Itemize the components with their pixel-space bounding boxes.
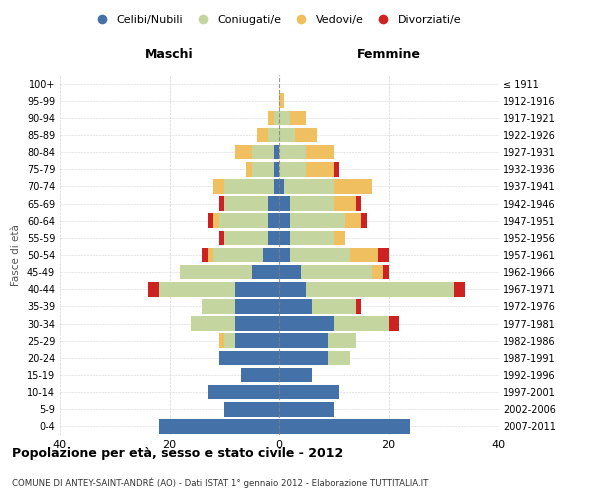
Bar <box>361 214 367 228</box>
Bar <box>279 350 328 365</box>
Bar <box>219 230 224 245</box>
Bar <box>219 334 224 348</box>
Bar <box>224 230 268 245</box>
Bar <box>290 196 334 211</box>
Bar <box>268 110 274 125</box>
Bar <box>334 196 356 211</box>
Bar <box>158 282 235 296</box>
Bar <box>224 179 274 194</box>
Bar <box>377 248 389 262</box>
Bar <box>279 419 410 434</box>
Bar <box>334 179 372 194</box>
Bar <box>274 179 279 194</box>
Bar <box>235 334 279 348</box>
Bar <box>235 316 279 331</box>
Bar <box>208 385 279 400</box>
Bar <box>214 214 219 228</box>
Bar <box>202 248 208 262</box>
Bar <box>279 282 307 296</box>
Bar <box>268 196 279 211</box>
Bar <box>219 196 224 211</box>
Bar <box>290 230 334 245</box>
Bar <box>279 145 307 160</box>
Bar <box>235 299 279 314</box>
Y-axis label: Fasce di età: Fasce di età <box>11 224 21 286</box>
Bar <box>312 299 356 314</box>
Bar <box>307 162 334 176</box>
Bar <box>356 299 361 314</box>
Bar <box>251 162 274 176</box>
Bar <box>279 94 284 108</box>
Bar <box>334 316 389 331</box>
Bar <box>158 419 279 434</box>
Bar <box>224 196 268 211</box>
Bar <box>274 110 279 125</box>
Bar <box>251 265 279 280</box>
Bar <box>191 316 235 331</box>
Text: Femmine: Femmine <box>356 48 421 62</box>
Bar <box>372 265 383 280</box>
Bar <box>279 299 312 314</box>
Bar <box>181 265 251 280</box>
Bar <box>301 265 372 280</box>
Bar <box>219 214 268 228</box>
Bar <box>257 128 268 142</box>
Text: Maschi: Maschi <box>145 48 194 62</box>
Bar <box>268 214 279 228</box>
Bar <box>279 162 307 176</box>
Bar <box>274 145 279 160</box>
Text: Popolazione per età, sesso e stato civile - 2012: Popolazione per età, sesso e stato civil… <box>12 448 343 460</box>
Bar <box>307 282 454 296</box>
Bar <box>279 385 339 400</box>
Bar <box>279 248 290 262</box>
Bar <box>279 179 284 194</box>
Bar <box>279 334 328 348</box>
Bar <box>202 299 235 314</box>
Bar <box>284 179 334 194</box>
Bar <box>148 282 158 296</box>
Bar <box>279 368 312 382</box>
Bar <box>214 179 224 194</box>
Bar <box>279 316 334 331</box>
Bar <box>246 162 251 176</box>
Bar <box>279 214 290 228</box>
Bar <box>389 316 400 331</box>
Bar <box>208 248 214 262</box>
Bar <box>279 128 295 142</box>
Bar <box>279 110 290 125</box>
Bar <box>268 128 279 142</box>
Bar <box>263 248 279 262</box>
Bar <box>224 334 235 348</box>
Bar <box>383 265 389 280</box>
Bar <box>235 145 251 160</box>
Bar <box>290 110 307 125</box>
Bar <box>279 265 301 280</box>
Bar <box>241 368 279 382</box>
Bar <box>279 230 290 245</box>
Bar <box>334 162 339 176</box>
Bar <box>356 196 361 211</box>
Bar <box>290 214 344 228</box>
Bar <box>274 162 279 176</box>
Bar <box>251 145 274 160</box>
Bar <box>268 230 279 245</box>
Bar <box>219 350 279 365</box>
Bar <box>307 145 334 160</box>
Bar <box>279 196 290 211</box>
Bar <box>454 282 465 296</box>
Bar <box>345 214 361 228</box>
Bar <box>295 128 317 142</box>
Legend: Celibi/Nubili, Coniugati/e, Vedovi/e, Divorziati/e: Celibi/Nubili, Coniugati/e, Vedovi/e, Di… <box>86 10 466 29</box>
Bar <box>214 248 263 262</box>
Bar <box>350 248 377 262</box>
Bar <box>334 230 344 245</box>
Bar <box>279 402 334 416</box>
Bar <box>328 334 356 348</box>
Bar <box>328 350 350 365</box>
Bar <box>208 214 214 228</box>
Bar <box>235 282 279 296</box>
Bar <box>224 402 279 416</box>
Bar <box>290 248 350 262</box>
Text: COMUNE DI ANTEY-SAINT-ANDRÉ (AO) - Dati ISTAT 1° gennaio 2012 - Elaborazione TUT: COMUNE DI ANTEY-SAINT-ANDRÉ (AO) - Dati … <box>12 478 428 488</box>
